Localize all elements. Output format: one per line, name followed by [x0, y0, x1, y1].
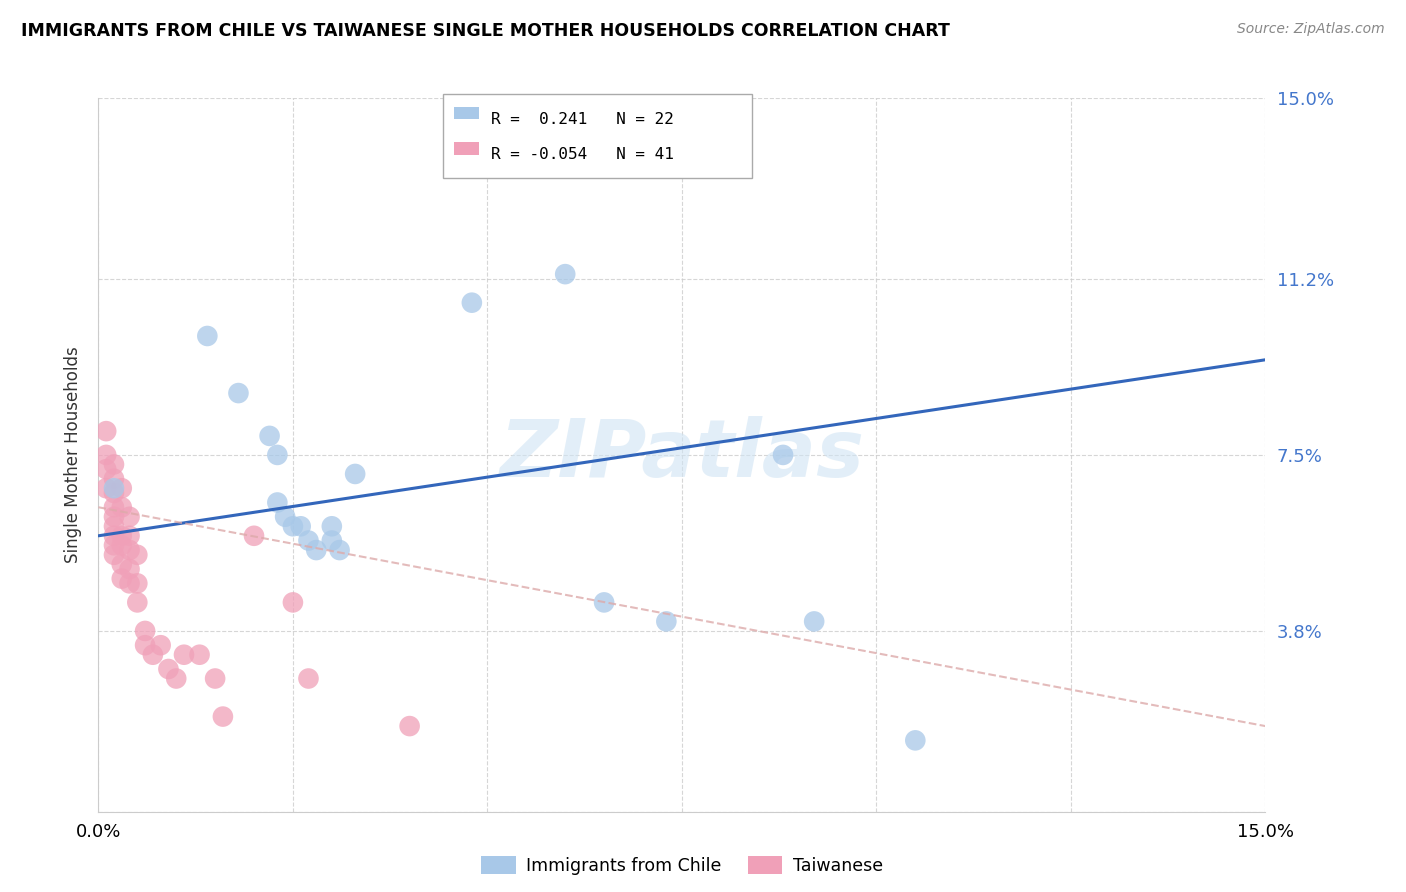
- Point: [96, 424, 118, 438]
- Point: [118, 543, 141, 558]
- Point: [281, 519, 304, 533]
- Text: R =  0.241   N = 22: R = 0.241 N = 22: [491, 112, 673, 127]
- Point: [103, 548, 125, 562]
- Point: [204, 672, 226, 686]
- Point: [281, 595, 304, 609]
- Point: [305, 543, 328, 558]
- Point: [173, 648, 195, 662]
- Point: [772, 448, 794, 462]
- Point: [904, 733, 927, 747]
- Text: Source: ZipAtlas.com: Source: ZipAtlas.com: [1237, 22, 1385, 37]
- Y-axis label: Single Mother Households: Single Mother Households: [63, 347, 82, 563]
- Point: [803, 615, 825, 629]
- Point: [127, 576, 149, 591]
- Point: [134, 624, 156, 638]
- Point: [103, 509, 125, 524]
- Point: [118, 529, 141, 543]
- Point: [266, 495, 288, 509]
- Point: [461, 295, 484, 310]
- Point: [142, 648, 165, 662]
- Point: [266, 448, 288, 462]
- Point: [243, 529, 266, 543]
- Point: [344, 467, 367, 481]
- Point: [96, 481, 118, 495]
- Point: [329, 543, 352, 558]
- Point: [111, 481, 134, 495]
- Point: [103, 481, 125, 495]
- Point: [655, 615, 678, 629]
- Point: [111, 529, 134, 543]
- Point: [111, 558, 134, 572]
- Point: [111, 538, 134, 552]
- Point: [149, 638, 172, 652]
- Point: [103, 519, 125, 533]
- Text: IMMIGRANTS FROM CHILE VS TAIWANESE SINGLE MOTHER HOUSEHOLDS CORRELATION CHART: IMMIGRANTS FROM CHILE VS TAIWANESE SINGL…: [21, 22, 950, 40]
- Point: [165, 672, 187, 686]
- Point: [188, 648, 211, 662]
- Point: [554, 267, 576, 281]
- Point: [118, 562, 141, 576]
- Point: [118, 509, 141, 524]
- Point: [321, 533, 343, 548]
- Point: [103, 538, 125, 552]
- Text: ZIPatlas: ZIPatlas: [499, 416, 865, 494]
- Point: [157, 662, 180, 676]
- Point: [127, 595, 149, 609]
- Point: [118, 576, 141, 591]
- Point: [103, 486, 125, 500]
- Point: [398, 719, 420, 733]
- Legend: Immigrants from Chile, Taiwanese: Immigrants from Chile, Taiwanese: [474, 849, 890, 881]
- Point: [297, 672, 319, 686]
- Point: [274, 509, 297, 524]
- Point: [195, 329, 218, 343]
- Point: [212, 709, 235, 723]
- Text: R = -0.054   N = 41: R = -0.054 N = 41: [491, 147, 673, 162]
- Point: [111, 572, 134, 586]
- Point: [290, 519, 312, 533]
- Point: [134, 638, 156, 652]
- Point: [593, 595, 616, 609]
- Point: [103, 500, 125, 515]
- Point: [103, 458, 125, 472]
- Point: [103, 529, 125, 543]
- Point: [96, 448, 118, 462]
- Point: [259, 429, 281, 443]
- Point: [127, 548, 149, 562]
- Point: [297, 533, 319, 548]
- Point: [321, 519, 343, 533]
- Point: [103, 472, 125, 486]
- Point: [96, 462, 118, 476]
- Point: [111, 500, 134, 515]
- Point: [228, 386, 250, 401]
